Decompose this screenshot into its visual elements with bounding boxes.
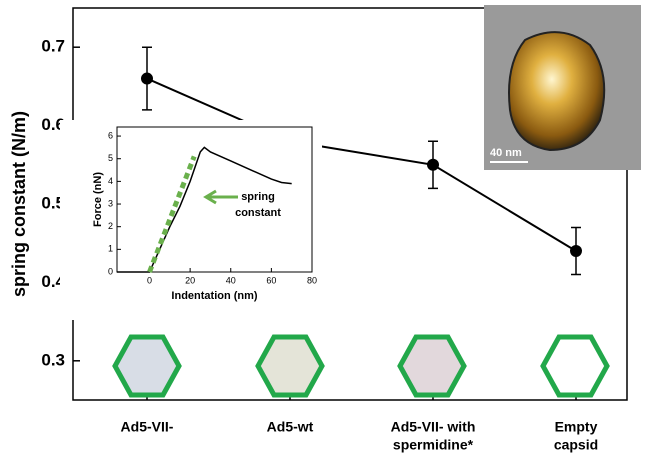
data-point [141,72,153,85]
icon [112,334,182,398]
capsid-image [508,31,606,152]
scale-label: 40 nm [490,147,522,159]
y-tick-label: 0.7 [41,37,65,56]
inset-frame [116,126,313,273]
main-chart: 0.3 0.4 0.5 0.6 0.7 spring constant (N/m) Ad5-… [9,7,628,453]
x-tick-label: Ad5-wt [267,419,314,435]
x-axis-label: Indentation (nm) [171,290,257,302]
x-tick-label: Ad5-VII- [121,419,174,435]
y-tick-label: 0.5 [41,193,65,212]
y-tick-label: 5 [108,153,113,163]
y-tick-label: 0.6 [41,115,65,134]
annotation-arrow [203,189,238,205]
data-line [146,77,577,252]
x-tick-label: 80 [307,275,317,285]
afm-image: 40 nm [484,5,641,170]
y-tick-label: 6 [108,130,113,140]
x-tick-label: 0 [147,275,152,285]
inset-chart: 0 20 40 60 80 0 1 2 3 4 5 6 Indentation (nm) Force (n… [60,120,322,320]
x-tick-label: Empty [555,419,598,435]
y-tick-label: 0 [108,266,113,276]
y-tick-label: 4 [108,176,113,186]
y-tick-label: 3 [108,198,113,208]
x-tick-label: capsid [554,437,598,453]
data-point [570,245,582,258]
icon [397,334,467,398]
x-tick-label: Ad5-VII- with [391,419,476,435]
icon [540,334,610,398]
data-point [427,158,439,171]
y-tick-label: 1 [108,244,113,254]
x-tick-label: 40 [226,275,236,285]
inset-bg [60,120,322,320]
force-curve [117,146,292,273]
x-tick-label: 60 [266,275,276,285]
y-axis-label: Force (nN) [92,172,104,227]
x-tick-label: 20 [185,275,195,285]
fit-line [147,155,197,273]
y-tick-label: 0.4 [41,272,65,291]
y-tick-label: 0.3 [41,350,65,369]
annotation: spring constant [235,191,281,219]
icon [255,334,325,398]
capsid-icons [112,334,610,398]
y-axis-label: spring constant (N/m) [9,111,29,297]
x-tick-label: spermidine* [393,437,474,453]
y-tick-label: 2 [108,221,113,231]
